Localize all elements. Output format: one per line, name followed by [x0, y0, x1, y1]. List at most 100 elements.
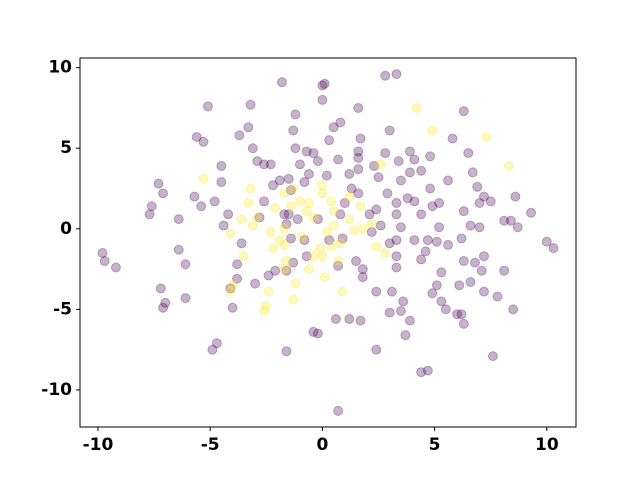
point [312, 214, 323, 225]
point [369, 160, 380, 171]
point [198, 136, 209, 147]
point [391, 69, 402, 80]
y-tick-label: 10 [48, 58, 72, 78]
point [393, 156, 404, 167]
point [463, 148, 474, 159]
point [301, 206, 312, 217]
point [279, 188, 290, 199]
point [440, 304, 451, 315]
point [276, 77, 287, 88]
point [467, 167, 478, 178]
point [245, 99, 256, 110]
point [382, 188, 393, 199]
point [328, 122, 339, 133]
point [346, 183, 357, 194]
point [456, 309, 467, 320]
point [371, 241, 382, 252]
point [333, 405, 344, 416]
point [357, 272, 368, 283]
point [505, 215, 516, 226]
point [236, 238, 247, 249]
point [499, 215, 510, 226]
point [274, 175, 285, 186]
point [288, 257, 299, 268]
point [299, 177, 310, 188]
y-tick-label: 5 [60, 138, 72, 158]
point [290, 109, 301, 120]
point [371, 344, 382, 355]
point [391, 251, 402, 262]
point [335, 238, 346, 249]
point [386, 286, 397, 297]
point [288, 183, 299, 194]
point [198, 173, 209, 184]
point [155, 283, 166, 294]
point [196, 201, 207, 212]
point [472, 181, 483, 192]
point [357, 264, 368, 275]
point [458, 318, 469, 329]
point [281, 265, 292, 276]
point [400, 330, 411, 341]
point [339, 198, 350, 209]
x-tick-label: 10 [535, 435, 559, 455]
point [153, 178, 164, 189]
point [202, 101, 213, 112]
x-tick-label: -5 [201, 435, 220, 455]
point [344, 169, 355, 180]
point [454, 280, 465, 291]
point [308, 148, 319, 159]
point [335, 117, 346, 128]
point [317, 94, 328, 105]
point [173, 244, 184, 255]
point [218, 220, 229, 231]
point [245, 183, 256, 194]
point [422, 365, 433, 376]
point [292, 214, 303, 225]
point [301, 146, 312, 157]
point [422, 235, 433, 246]
point [478, 286, 489, 297]
point [478, 251, 489, 262]
point [371, 204, 382, 215]
point [259, 305, 270, 316]
point [434, 198, 445, 209]
point [317, 80, 328, 91]
point [443, 175, 454, 186]
point [173, 214, 184, 225]
point [510, 191, 521, 202]
point [247, 143, 258, 154]
point [456, 233, 467, 244]
point [324, 135, 335, 146]
point [189, 191, 200, 202]
point [357, 223, 368, 234]
point [348, 225, 359, 236]
point [375, 159, 386, 170]
point [312, 156, 323, 167]
point [411, 102, 422, 113]
point [285, 233, 296, 244]
x-tick-label: 5 [429, 435, 441, 455]
point [431, 280, 442, 291]
y-tick-label: -10 [41, 380, 72, 400]
point [160, 297, 171, 308]
point [279, 209, 290, 220]
point [344, 214, 355, 225]
point [474, 222, 485, 233]
point [324, 235, 335, 246]
point [476, 265, 487, 276]
point [207, 344, 218, 355]
point [416, 367, 427, 378]
point [487, 351, 498, 362]
point [285, 185, 296, 196]
point [337, 286, 348, 297]
point [351, 256, 362, 267]
point [447, 133, 458, 144]
point [436, 267, 447, 278]
point [144, 209, 155, 220]
point [180, 259, 191, 270]
point [485, 196, 496, 207]
point [395, 222, 406, 233]
point [319, 78, 330, 89]
point [355, 133, 366, 144]
